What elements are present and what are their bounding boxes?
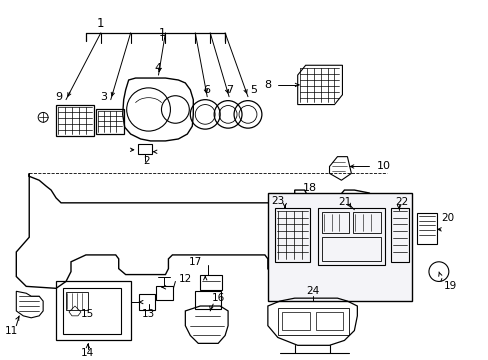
Text: 20: 20 <box>440 212 453 222</box>
Bar <box>416 213 436 244</box>
Bar <box>66 292 88 310</box>
Bar <box>390 208 408 262</box>
Text: 6: 6 <box>203 85 210 95</box>
Text: 19: 19 <box>443 282 456 291</box>
Text: 16: 16 <box>211 293 224 303</box>
Text: 10: 10 <box>376 162 390 171</box>
Text: 7: 7 <box>226 85 233 95</box>
Bar <box>56 282 130 341</box>
Text: 5: 5 <box>250 85 257 95</box>
Bar <box>267 193 411 301</box>
Bar <box>317 208 385 265</box>
Text: 4: 4 <box>155 63 162 73</box>
Text: 8: 8 <box>264 80 271 90</box>
Bar <box>137 144 151 154</box>
Text: 14: 14 <box>81 348 94 358</box>
Text: 11: 11 <box>5 325 18 336</box>
Text: 13: 13 <box>142 309 155 319</box>
Bar <box>321 237 381 261</box>
Bar <box>200 275 222 290</box>
Bar <box>155 286 173 300</box>
Text: 15: 15 <box>81 309 94 319</box>
Bar <box>96 109 123 134</box>
Bar <box>353 212 381 233</box>
Text: 3: 3 <box>100 92 107 102</box>
Bar <box>277 308 349 336</box>
Text: 22: 22 <box>395 197 408 207</box>
Text: 9: 9 <box>55 92 62 102</box>
Bar <box>315 312 343 330</box>
Bar <box>281 312 309 330</box>
Text: 23: 23 <box>271 196 284 206</box>
Bar <box>63 288 121 333</box>
Text: 17: 17 <box>188 257 202 267</box>
Text: 1: 1 <box>97 17 104 30</box>
Bar <box>321 212 349 233</box>
Text: 18: 18 <box>302 183 316 193</box>
Text: 21: 21 <box>337 197 350 207</box>
Bar <box>138 294 154 310</box>
Bar <box>195 291 221 309</box>
Text: 1: 1 <box>158 28 165 38</box>
Text: 12: 12 <box>178 274 191 284</box>
Text: 24: 24 <box>305 286 319 296</box>
Text: 2: 2 <box>143 156 150 166</box>
Bar <box>56 104 94 136</box>
